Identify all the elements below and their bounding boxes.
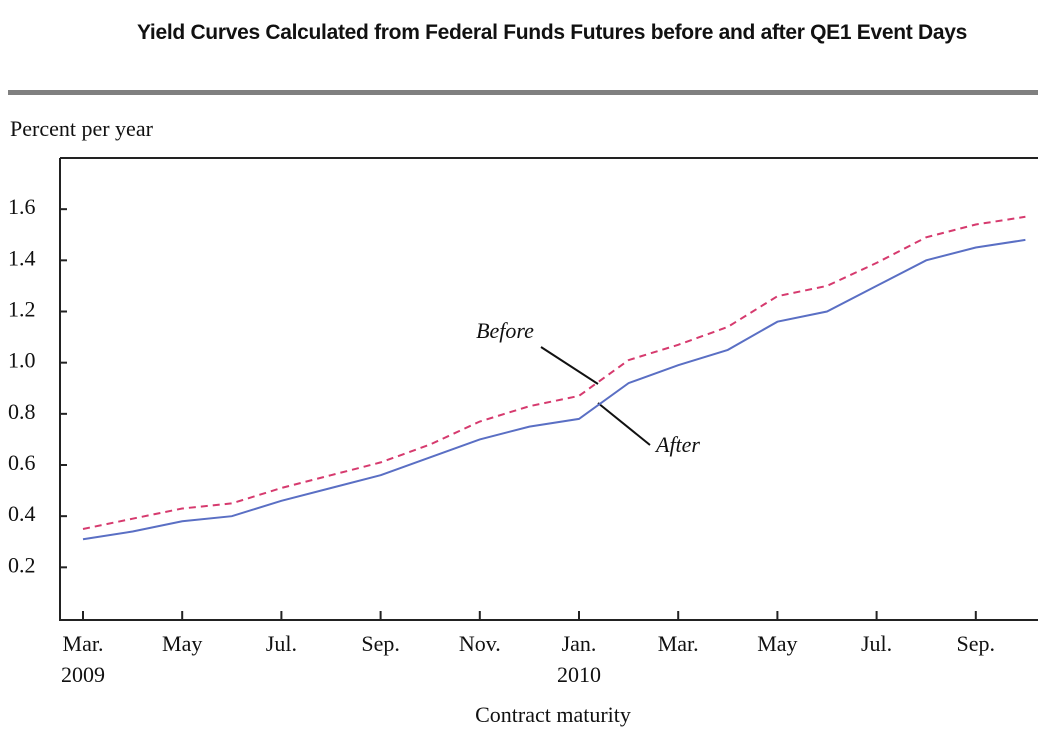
x-tick-label: Jan. — [562, 631, 597, 656]
series-label: Before — [476, 318, 534, 343]
series-label: After — [654, 432, 700, 457]
y-tick-label: 0.4 — [8, 501, 36, 526]
series-line — [82, 238, 1026, 541]
leader-line — [540, 346, 599, 385]
x-tick-label: May — [757, 631, 797, 656]
y-tick-label: 1.4 — [8, 245, 36, 270]
x-axis-label: Contract maturity — [475, 702, 631, 727]
x-tick-label: Nov. — [459, 631, 501, 656]
y-tick-label: 1.6 — [8, 194, 36, 219]
x-tick-label: Mar. — [658, 631, 699, 656]
rule — [8, 90, 1038, 95]
y-tick-label: 0.8 — [8, 399, 36, 424]
y-axis-label: Percent per year — [10, 116, 154, 141]
chart-title: Yield Curves Calculated from Federal Fun… — [137, 21, 968, 44]
x-tick-label: Sep. — [361, 631, 400, 656]
y-tick-label: 0.6 — [8, 450, 36, 475]
x-year-label: 2009 — [61, 662, 105, 687]
x-tick-label: Jul. — [861, 631, 892, 656]
y-tick-label: 1.2 — [8, 297, 36, 322]
y-tick-label: 1.0 — [8, 348, 36, 373]
series-line — [82, 215, 1026, 530]
x-tick-label: Sep. — [957, 631, 996, 656]
x-tick-label: May — [162, 631, 202, 656]
plot-frame — [59, 157, 1038, 621]
x-tick-label: Jul. — [266, 631, 297, 656]
y-tick-label: 0.2 — [8, 552, 36, 577]
leader-line — [597, 402, 651, 446]
x-tick-label: Mar. — [63, 631, 104, 656]
x-year-label: 2010 — [557, 662, 601, 687]
